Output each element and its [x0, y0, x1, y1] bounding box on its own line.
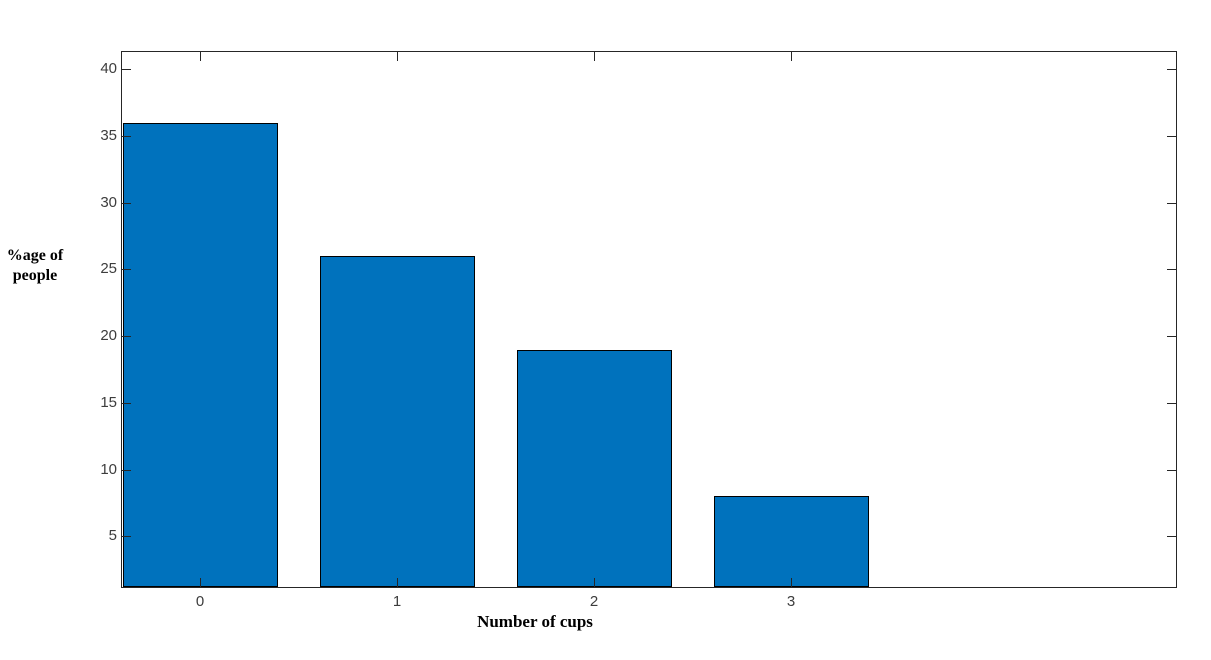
y-tick-right-40: [1167, 69, 1176, 70]
y-tick-left-35: [122, 136, 131, 137]
x-tick-bottom-3: [791, 578, 792, 587]
x-tick-bottom-2: [594, 578, 595, 587]
y-tick-label-25: 25: [100, 260, 117, 277]
y-tick-label-10: 10: [100, 461, 117, 478]
y-tick-left-5: [122, 536, 131, 537]
y-tick-left-40: [122, 69, 131, 70]
y-tick-right-35: [1167, 136, 1176, 137]
bar-3: [713, 496, 869, 587]
y-tick-left-30: [122, 203, 131, 204]
y-tick-left-20: [122, 336, 131, 337]
y-tick-right-30: [1167, 203, 1176, 204]
y-tick-right-25: [1167, 269, 1176, 270]
x-tick-top-2: [594, 52, 595, 61]
x-tick-label-0: 0: [195, 593, 205, 610]
x-tick-label-2: 2: [589, 593, 599, 610]
y-tick-label-40: 40: [100, 60, 117, 77]
y-tick-right-15: [1167, 403, 1176, 404]
x-tick-label-1: 1: [392, 593, 402, 610]
x-tick-top-1: [397, 52, 398, 61]
x-tick-top-3: [791, 52, 792, 61]
y-tick-left-25: [122, 269, 131, 270]
y-axis-label-line-1: %age of: [6, 247, 64, 264]
bar-2: [516, 350, 672, 587]
y-tick-label-35: 35: [100, 127, 117, 144]
y-tick-right-5: [1167, 536, 1176, 537]
y-tick-label-15: 15: [100, 394, 117, 411]
y-tick-right-20: [1167, 336, 1176, 337]
bar-0: [122, 123, 278, 587]
x-tick-top-0: [200, 52, 201, 61]
y-tick-label-30: 30: [100, 194, 117, 211]
plot-area: [121, 51, 1177, 588]
x-axis-label: Number of cups: [477, 612, 593, 631]
y-axis-label-line-2: people: [12, 267, 58, 284]
y-tick-label-20: 20: [100, 327, 117, 344]
x-tick-label-3: 3: [786, 593, 796, 610]
y-axis-label: %age of people: [3, 246, 67, 286]
y-tick-left-10: [122, 470, 131, 471]
y-tick-label-5: 5: [108, 527, 117, 544]
y-tick-right-10: [1167, 470, 1176, 471]
x-tick-bottom-0: [200, 578, 201, 587]
y-tick-left-15: [122, 403, 131, 404]
bar-1: [319, 256, 475, 587]
x-tick-bottom-1: [397, 578, 398, 587]
